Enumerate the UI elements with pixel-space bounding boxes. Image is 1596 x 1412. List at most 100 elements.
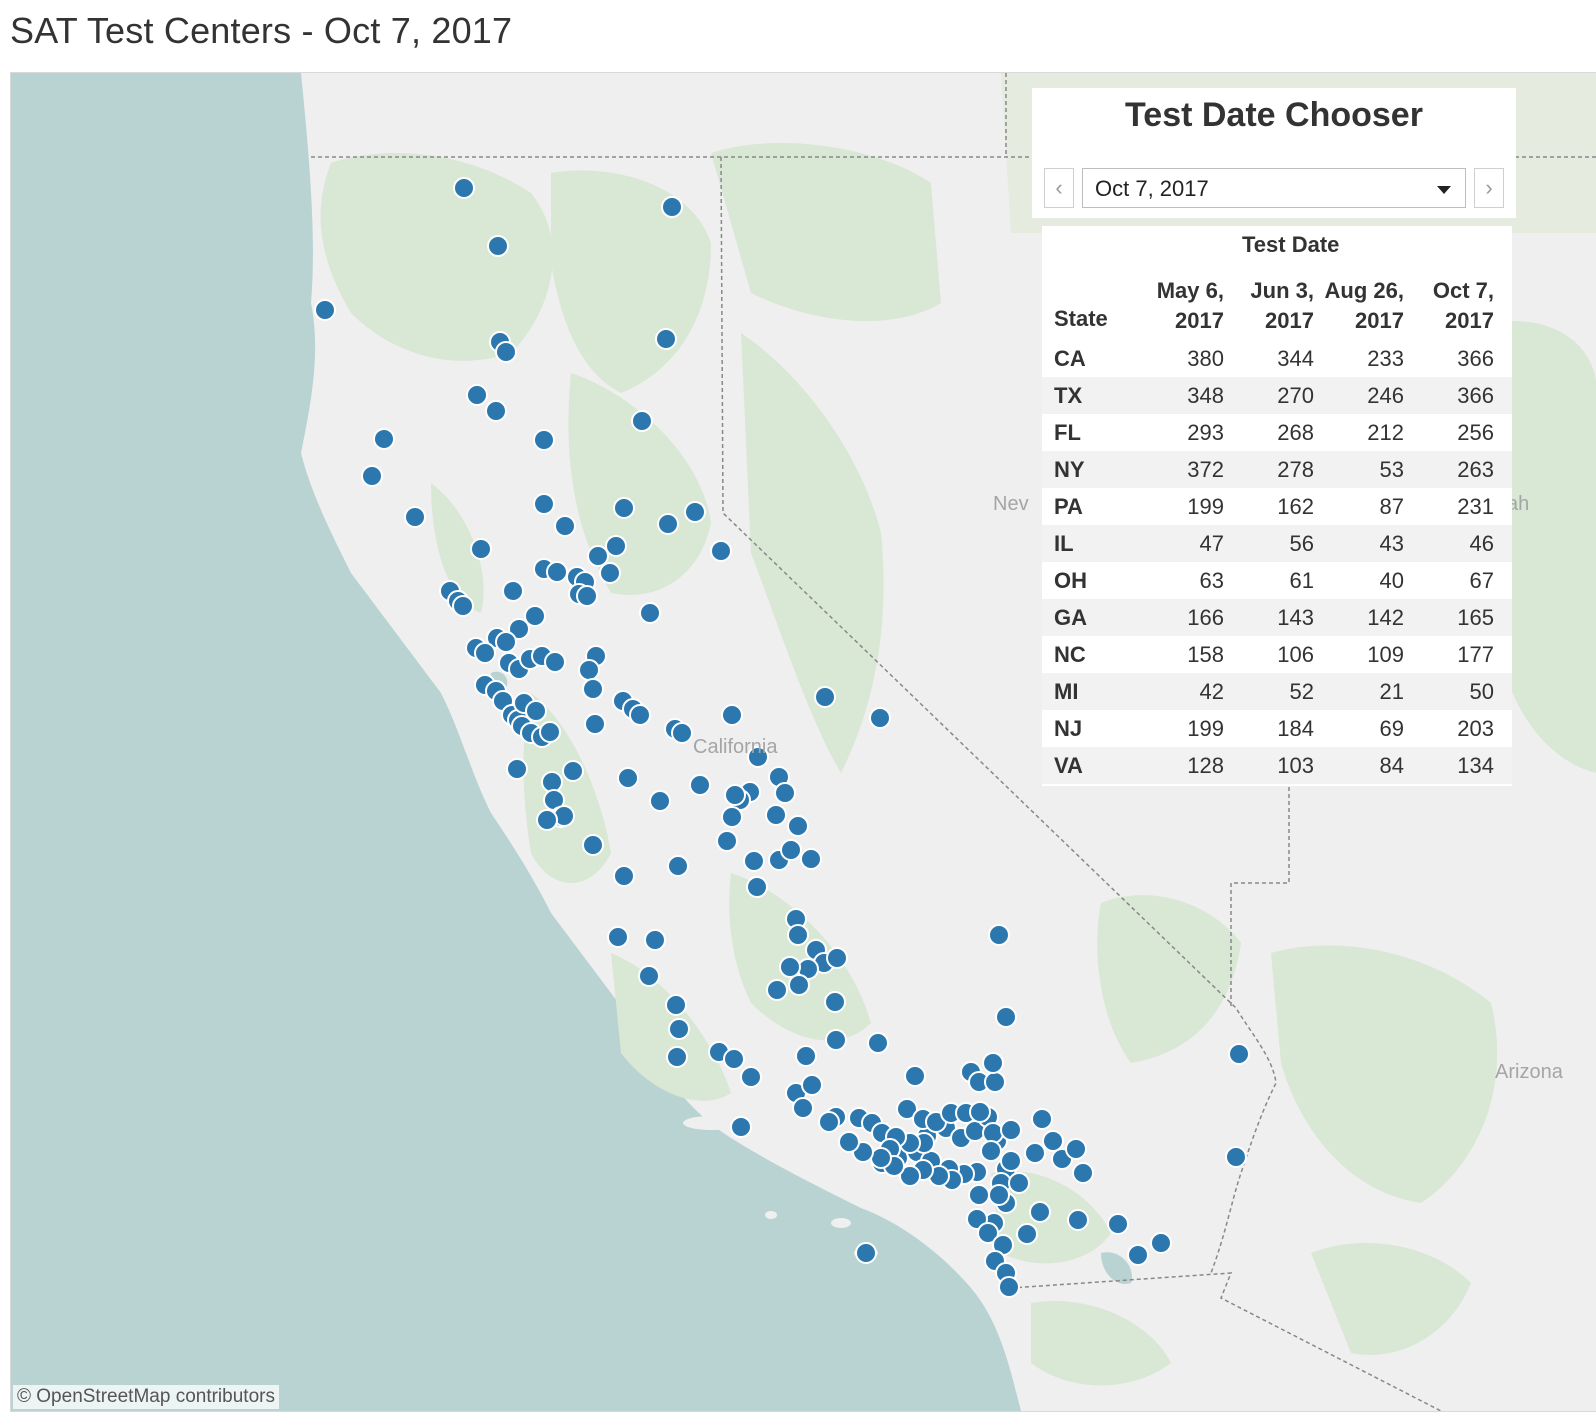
test-center-marker[interactable] — [980, 1140, 1002, 1162]
test-center-marker[interactable] — [969, 1101, 991, 1123]
test-center-marker[interactable] — [470, 538, 492, 560]
test-center-marker[interactable] — [639, 602, 661, 624]
test-center-marker[interactable] — [665, 994, 687, 1016]
test-center-marker[interactable] — [982, 1122, 1004, 1144]
test-center-marker[interactable] — [495, 631, 517, 653]
test-center-marker[interactable] — [825, 1029, 847, 1051]
test-center-marker[interactable] — [495, 341, 517, 363]
test-center-marker[interactable] — [544, 651, 566, 673]
test-center-marker[interactable] — [818, 1111, 840, 1133]
test-center-marker[interactable] — [1024, 1142, 1046, 1164]
test-center-marker[interactable] — [977, 1222, 999, 1244]
test-center-marker[interactable] — [1072, 1162, 1094, 1184]
test-center-marker[interactable] — [452, 595, 474, 617]
test-center-marker[interactable] — [723, 1048, 745, 1070]
test-center-marker[interactable] — [361, 465, 383, 487]
test-center-marker[interactable] — [508, 618, 530, 640]
test-center-marker[interactable] — [613, 865, 635, 887]
test-center-marker[interactable] — [649, 790, 671, 812]
test-center-marker[interactable] — [404, 506, 426, 528]
test-center-marker[interactable] — [536, 809, 558, 831]
table-row[interactable]: FL 293 268 212 256 — [1042, 414, 1512, 451]
table-row[interactable]: CA 380 344 233 366 — [1042, 340, 1512, 377]
test-center-marker[interactable] — [743, 850, 765, 872]
test-center-marker[interactable] — [904, 1065, 926, 1087]
test-center-marker[interactable] — [779, 956, 801, 978]
test-center-marker[interactable] — [466, 384, 488, 406]
table-row[interactable]: NY 372 278 53 263 — [1042, 451, 1512, 488]
test-center-marker[interactable] — [774, 782, 796, 804]
test-center-marker[interactable] — [780, 839, 802, 861]
test-center-marker[interactable] — [655, 328, 677, 350]
test-center-marker[interactable] — [747, 746, 769, 768]
test-center-marker[interactable] — [487, 235, 509, 257]
test-center-marker[interactable] — [373, 428, 395, 450]
test-center-marker[interactable] — [689, 774, 711, 796]
test-center-marker[interactable] — [988, 1184, 1010, 1206]
date-select-dropdown[interactable]: Oct 7, 2017 — [1082, 168, 1466, 208]
test-center-marker[interactable] — [1225, 1146, 1247, 1168]
test-center-marker[interactable] — [795, 1045, 817, 1067]
test-center-marker[interactable] — [746, 876, 768, 898]
test-center-marker[interactable] — [766, 979, 788, 1001]
test-center-marker[interactable] — [724, 784, 746, 806]
test-center-marker[interactable] — [613, 497, 635, 519]
test-center-marker[interactable] — [506, 758, 528, 780]
test-center-marker[interactable] — [671, 722, 693, 744]
test-center-marker[interactable] — [485, 400, 507, 422]
test-center-marker[interactable] — [740, 1066, 762, 1088]
test-center-marker[interactable] — [607, 926, 629, 948]
table-row[interactable]: PA 199 162 87 231 — [1042, 488, 1512, 525]
test-center-marker[interactable] — [814, 686, 836, 708]
test-center-marker[interactable] — [765, 804, 787, 826]
test-center-marker[interactable] — [661, 196, 683, 218]
test-center-marker[interactable] — [899, 1165, 921, 1187]
table-row[interactable]: MI 42 52 21 50 — [1042, 673, 1512, 710]
test-center-marker[interactable] — [826, 947, 848, 969]
test-center-marker[interactable] — [541, 771, 563, 793]
test-center-marker[interactable] — [629, 704, 651, 726]
test-center-marker[interactable] — [1008, 1172, 1030, 1194]
test-center-marker[interactable] — [668, 1018, 690, 1040]
test-center-marker[interactable] — [867, 1032, 889, 1054]
test-center-marker[interactable] — [453, 177, 475, 199]
test-center-marker[interactable] — [1228, 1043, 1250, 1065]
test-center-marker[interactable] — [721, 704, 743, 726]
test-center-marker[interactable] — [605, 535, 627, 557]
test-center-marker[interactable] — [988, 924, 1010, 946]
table-row[interactable]: IL 47 56 43 46 — [1042, 525, 1512, 562]
test-center-marker[interactable] — [801, 1074, 823, 1096]
test-center-marker[interactable] — [1000, 1119, 1022, 1141]
test-center-marker[interactable] — [710, 540, 732, 562]
map-attribution[interactable]: © OpenStreetMap contributors — [13, 1385, 279, 1409]
test-center-marker[interactable] — [998, 1276, 1020, 1298]
test-center-marker[interactable] — [787, 924, 809, 946]
test-center-marker[interactable] — [1067, 1209, 1089, 1231]
test-center-marker[interactable] — [1150, 1232, 1172, 1254]
test-center-marker[interactable] — [1065, 1138, 1087, 1160]
test-center-marker[interactable] — [1042, 1130, 1064, 1152]
test-center-marker[interactable] — [533, 429, 555, 451]
test-center-marker[interactable] — [684, 501, 706, 523]
test-center-marker[interactable] — [1031, 1108, 1053, 1130]
test-center-marker[interactable] — [587, 545, 609, 567]
test-center-marker[interactable] — [638, 965, 660, 987]
test-center-marker[interactable] — [599, 562, 621, 584]
test-center-marker[interactable] — [788, 974, 810, 996]
test-center-marker[interactable] — [870, 1147, 892, 1169]
test-center-marker[interactable] — [582, 834, 604, 856]
table-row[interactable]: NC 158 106 109 177 — [1042, 636, 1512, 673]
test-center-marker[interactable] — [524, 605, 546, 627]
test-center-marker[interactable] — [968, 1184, 990, 1206]
test-center-marker[interactable] — [631, 410, 653, 432]
test-center-marker[interactable] — [1127, 1244, 1149, 1266]
table-row[interactable]: GA 166 143 142 165 — [1042, 599, 1512, 636]
test-center-marker[interactable] — [982, 1052, 1004, 1074]
test-center-marker[interactable] — [1107, 1213, 1129, 1235]
test-center-marker[interactable] — [730, 1116, 752, 1138]
test-center-marker[interactable] — [896, 1098, 918, 1120]
test-center-marker[interactable] — [582, 678, 604, 700]
test-center-marker[interactable] — [539, 721, 561, 743]
test-center-marker[interactable] — [800, 848, 822, 870]
test-center-marker[interactable] — [474, 642, 496, 664]
